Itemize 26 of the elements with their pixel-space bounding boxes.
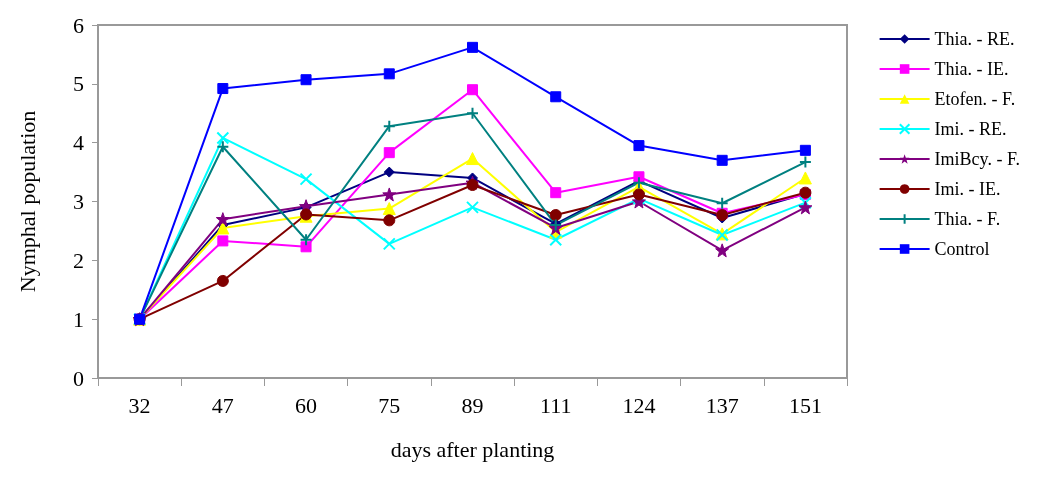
legend-label: Control: [934, 239, 990, 259]
legend-label: Imi. - IE.: [934, 179, 1001, 199]
legend-label: Thia. - RE.: [934, 29, 1015, 49]
legend-label: Etofen. - F.: [934, 89, 1016, 109]
legend-label: ImiBcy. - F.: [934, 149, 1020, 169]
legend-label: Thia. - F.: [934, 209, 1001, 229]
y-tick-label: 5: [73, 71, 84, 97]
x-tick-label: 32: [128, 392, 151, 418]
y-axis-title: Nymphal population: [14, 110, 40, 293]
y-tick-label: 6: [73, 12, 84, 38]
x-axis-title: days after planting: [390, 436, 555, 462]
y-tick-label: 1: [73, 306, 84, 332]
x-tick-label: 89: [461, 392, 484, 418]
x-tick-label: 137: [705, 392, 739, 418]
y-tick-label: 4: [73, 130, 84, 156]
x-tick-label: 124: [622, 392, 656, 418]
y-tick-label: 2: [73, 247, 84, 273]
x-tick-label: 111: [540, 392, 572, 418]
legend-label: Thia. - IE.: [934, 59, 1009, 79]
y-tick-label: 0: [73, 365, 84, 391]
legend-label: Imi. - RE.: [934, 119, 1007, 139]
x-tick-label: 75: [378, 392, 401, 418]
x-tick-label: 151: [788, 392, 822, 418]
x-tick-label: 47: [211, 392, 234, 418]
x-tick-label: 60: [295, 392, 318, 418]
y-tick-label: 3: [73, 189, 84, 214]
